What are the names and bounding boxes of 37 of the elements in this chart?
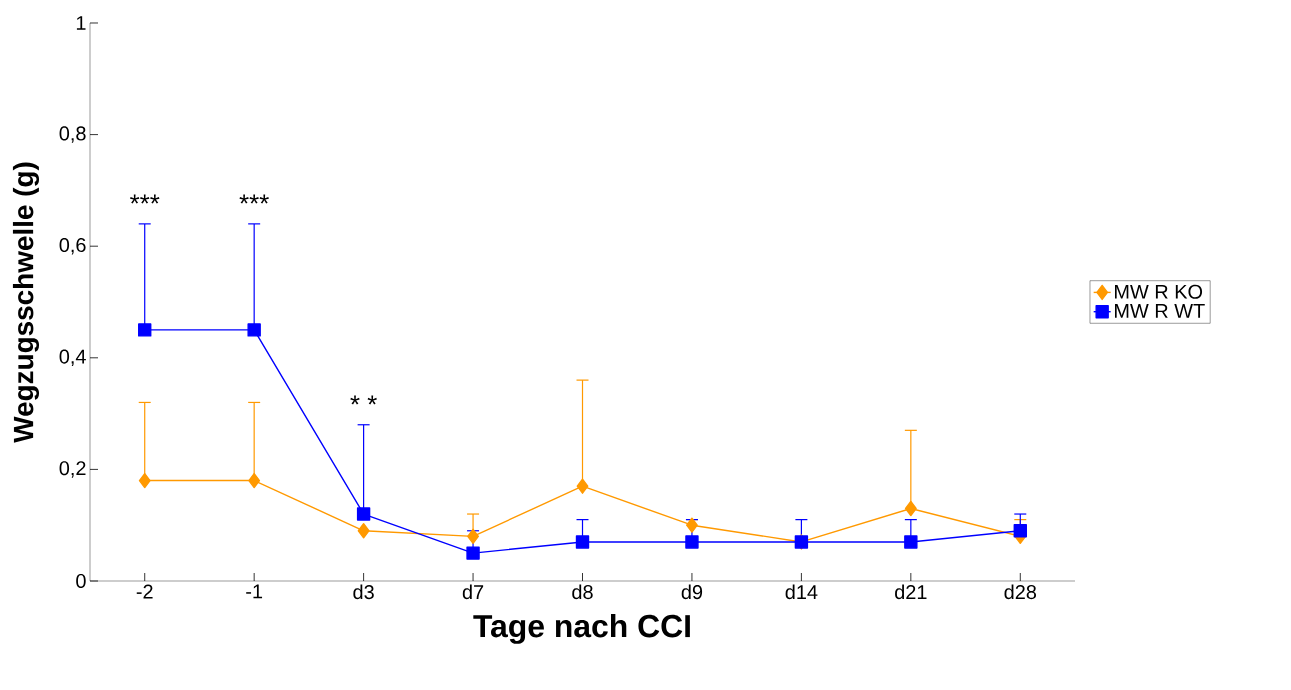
point [467, 528, 480, 545]
legend-label: MW R WT [1115, 304, 1205, 318]
y-tick-label: 0,6 [59, 237, 86, 255]
y-tick-label: 1 [76, 16, 86, 30]
point [904, 500, 917, 517]
x-tick-label: d7 [462, 584, 484, 600]
x-axis-title: Tage nach CCI [473, 614, 690, 644]
point [575, 535, 590, 549]
y-axis-title: Wegzugsschwelle (g) [12, 162, 40, 443]
point [904, 535, 918, 549]
x-tick-label: d21 [895, 584, 927, 600]
y-tick-label: 0,2 [59, 461, 86, 478]
point [357, 523, 370, 539]
x-tick-label: d28 [1004, 584, 1037, 600]
point [138, 323, 152, 337]
point [685, 535, 699, 549]
x-tick-label: d14 [785, 584, 818, 600]
y-tick-label: 0,8 [59, 126, 86, 143]
legend-label: MW R KO [1115, 284, 1203, 299]
x-tick-label: d3 [353, 584, 374, 600]
annotation: *** [239, 194, 269, 204]
point [466, 546, 480, 560]
point [686, 517, 698, 533]
point [248, 472, 261, 489]
x-tick-label: -1 [246, 584, 263, 599]
x-tick-label: -2 [136, 584, 153, 599]
point [1013, 524, 1027, 538]
x-tick-label: d8 [572, 584, 593, 600]
y-tick-label: 0,4 [59, 349, 86, 367]
y-tick-label: 0 [76, 573, 86, 589]
point [576, 478, 589, 494]
x-tick-label: d9 [681, 584, 703, 600]
point [247, 323, 261, 337]
point [356, 507, 371, 521]
annotation: * * [350, 395, 377, 405]
point [138, 472, 151, 489]
annotation: *** [130, 194, 160, 204]
